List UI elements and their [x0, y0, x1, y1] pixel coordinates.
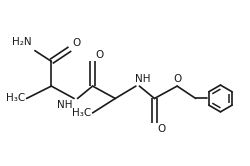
Text: H₃C: H₃C: [6, 93, 25, 103]
Text: O: O: [72, 38, 81, 48]
Text: O: O: [173, 74, 181, 84]
Text: O: O: [95, 50, 103, 60]
Text: O: O: [157, 124, 165, 134]
Text: NH: NH: [135, 74, 150, 84]
Text: H₃C: H₃C: [72, 108, 91, 118]
Text: H₂N: H₂N: [12, 37, 31, 47]
Text: NH: NH: [57, 100, 72, 110]
